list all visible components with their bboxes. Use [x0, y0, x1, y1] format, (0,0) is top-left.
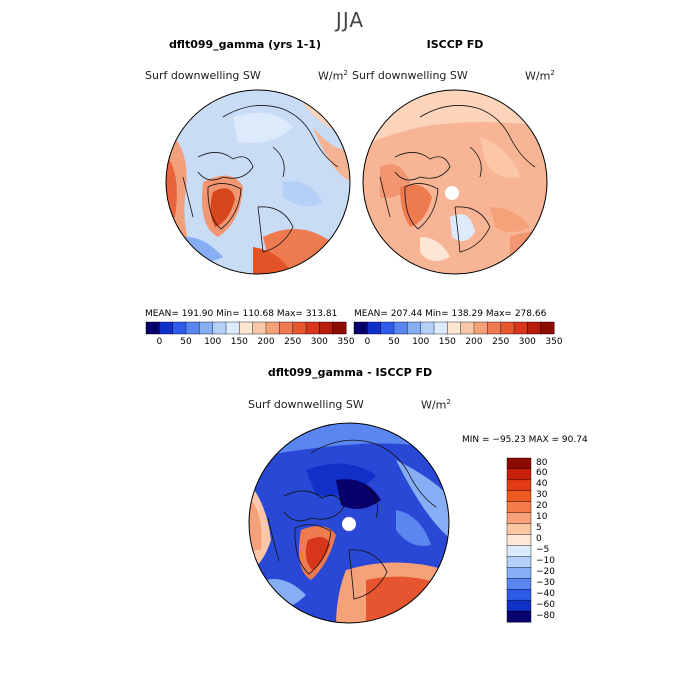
- panel-model-units: W/m2: [318, 69, 348, 83]
- colorbar-model-swatch: [305, 321, 320, 335]
- panel-obs-units: W/m2: [525, 69, 555, 83]
- panel-diff-field-label: Surf downwelling SW: [248, 398, 364, 411]
- colorbar-diff-swatch: [506, 588, 532, 601]
- colorbar-diff-label: −60: [536, 599, 555, 610]
- panel-model-title: dflt099_gamma (yrs 1-1): [168, 38, 322, 51]
- colorbar-model-tick-label: 50: [180, 337, 192, 347]
- colorbar-diff-swatch: [506, 501, 532, 514]
- colorbar-obs-ticks: 0 50 100 150 200 250 300 350: [354, 337, 562, 349]
- colorbar-diff-label: 10: [536, 512, 548, 523]
- colorbar-model-tick-label: 350: [337, 337, 355, 347]
- colorbar-diff-swatch: [506, 567, 532, 579]
- colorbar-obs-swatch: [367, 321, 382, 335]
- colorbar-obs-swatch: [447, 321, 462, 335]
- colorbar-model-swatch: [319, 321, 334, 335]
- map-model: [165, 89, 351, 275]
- panel-obs-title: ISCCP FD: [426, 38, 484, 51]
- figure-title: JJA: [335, 8, 365, 32]
- colorbar-model-swatch: [172, 321, 187, 335]
- colorbar-model: [145, 321, 347, 335]
- colorbar-diff-swatch: [506, 490, 532, 503]
- colorbar-obs-swatch: [420, 321, 435, 335]
- colorbar-model-swatch: [239, 321, 254, 335]
- colorbar-obs-tick-label: 150: [438, 337, 456, 347]
- colorbar-diff-label: 0: [536, 534, 542, 544]
- colorbar-obs-tick-label: 300: [518, 337, 536, 347]
- colorbar-diff-swatch: [506, 545, 532, 557]
- colorbar-diff-swatch: [506, 523, 532, 536]
- colorbar-diff-swatch: [506, 512, 532, 525]
- colorbar-diff-label: −30: [536, 577, 555, 588]
- colorbar-diff-label: −80: [536, 610, 555, 621]
- colorbar-diff-swatch: [506, 468, 532, 481]
- colorbar-obs-swatch: [527, 321, 542, 335]
- panel-diff-title: dflt099_gamma - ISCCP FD: [267, 366, 433, 379]
- colorbar-obs-swatch: [513, 321, 528, 335]
- colorbar-model-swatch: [279, 321, 294, 335]
- panel-diff-units: W/m2: [421, 398, 451, 412]
- panel-obs-field-label: Surf downwelling SW: [352, 69, 468, 82]
- colorbar-obs-swatch: [433, 321, 448, 335]
- colorbar-model-tick-label: 100: [204, 337, 222, 347]
- colorbar-obs-tick-label: 350: [545, 337, 563, 347]
- colorbar-obs-swatch: [473, 321, 488, 335]
- colorbar-diff-label: 20: [536, 501, 548, 512]
- colorbar-diff-label: 30: [536, 490, 548, 501]
- colorbar-model-swatch: [185, 321, 200, 335]
- panel-diff-stats: MIN = −95.23 MAX = 90.74: [462, 435, 588, 445]
- colorbar-model-tick-label: 150: [230, 337, 248, 347]
- colorbar-obs-swatch: [407, 321, 422, 335]
- colorbar-obs-tick-label: 100: [412, 337, 430, 347]
- colorbar-diff-swatch: [506, 556, 532, 568]
- colorbar-obs-swatch: [460, 321, 475, 335]
- colorbar-diff-label: 40: [536, 479, 548, 490]
- colorbar-diff-label: −5: [536, 544, 550, 555]
- colorbar-model-ticks: 0 50 100 150 200 250 300 350: [146, 337, 354, 349]
- colorbar-diff-swatch: [506, 578, 532, 590]
- colorbar-obs-swatch: [540, 321, 555, 335]
- colorbar-obs-swatch: [500, 321, 515, 335]
- colorbar-obs-swatch: [353, 321, 368, 335]
- map-obs: [362, 89, 548, 275]
- colorbar-model-tick-label: 200: [257, 337, 275, 347]
- colorbar-obs-swatch: [487, 321, 502, 335]
- colorbar-model-swatch: [292, 321, 307, 335]
- colorbar-model-swatch: [199, 321, 214, 335]
- panel-obs-stats: MEAN= 207.44 Min= 138.29 Max= 278.66: [354, 309, 547, 319]
- colorbar-diff-swatch: [506, 610, 532, 623]
- colorbar-diff-swatch: [506, 534, 532, 546]
- colorbar-model-swatch: [159, 321, 174, 335]
- colorbar-model-swatch: [145, 321, 160, 335]
- colorbar-model-swatch: [265, 321, 280, 335]
- colorbar-diff-label: −20: [536, 566, 555, 577]
- colorbar-model-tick-label: 0: [156, 337, 163, 347]
- colorbar-obs-tick-label: 250: [492, 337, 510, 347]
- panel-model-field-label: Surf downwelling SW: [145, 69, 261, 82]
- colorbar-model-swatch: [212, 321, 227, 335]
- colorbar-diff-swatch: [506, 457, 532, 470]
- colorbar-diff-label: 80: [536, 457, 548, 468]
- colorbar-obs: [353, 321, 555, 335]
- colorbar-obs-tick-label: 200: [465, 337, 483, 347]
- colorbar-diff-label: −40: [536, 588, 555, 599]
- colorbar-diff: [506, 457, 532, 623]
- colorbar-model-swatch: [252, 321, 267, 335]
- colorbar-diff-label: 60: [536, 468, 548, 479]
- colorbar-obs-tick-label: 0: [364, 337, 371, 347]
- colorbar-diff-labels: 80 60 40 30 20 10 5 0 −5 −10 −20 −30 −40 −60 −80: [536, 458, 576, 622]
- colorbar-diff-swatch: [506, 479, 532, 492]
- colorbar-diff-label: 5: [536, 523, 542, 534]
- panel-model-stats: MEAN= 191.90 Min= 110.68 Max= 313.81: [145, 309, 338, 319]
- colorbar-model-swatch: [332, 321, 347, 335]
- colorbar-obs-swatch: [380, 321, 395, 335]
- colorbar-diff-swatch: [506, 599, 532, 612]
- colorbar-obs-swatch: [393, 321, 408, 335]
- colorbar-model-swatch: [225, 321, 240, 335]
- colorbar-obs-tick-label: 50: [388, 337, 400, 347]
- colorbar-diff-label: −10: [536, 555, 555, 566]
- map-diff: [248, 422, 450, 624]
- colorbar-model-tick-label: 250: [284, 337, 302, 347]
- colorbar-model-tick-label: 300: [310, 337, 328, 347]
